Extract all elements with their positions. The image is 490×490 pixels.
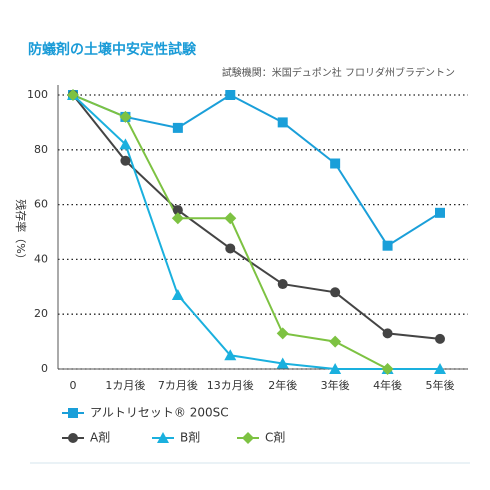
legend-marker <box>157 432 169 443</box>
data-point <box>224 349 237 361</box>
data-point <box>171 212 184 225</box>
legend-marker <box>242 432 254 444</box>
data-point <box>277 279 288 290</box>
data-point <box>276 357 289 369</box>
legend-marker <box>68 408 78 418</box>
chart-subtitle: 試験機関：米国デュポン社 フロリダ州ブラデントン <box>222 66 455 79</box>
data-point <box>172 122 183 133</box>
y-tick-label: 20 <box>34 307 48 320</box>
series-line <box>72 94 389 370</box>
data-point <box>172 205 183 216</box>
series-line <box>72 94 440 370</box>
data-point <box>434 363 446 374</box>
legend-label: B剤 <box>180 430 200 445</box>
legend-marker <box>68 433 78 443</box>
data-point <box>277 117 288 128</box>
y-axis-label: 残存率（%） <box>14 199 28 264</box>
data-point <box>435 207 445 218</box>
data-point <box>329 335 342 348</box>
x-tick-label: 5年後 <box>426 378 455 392</box>
legend-label: アルトリセット® 200SC <box>90 406 229 420</box>
data-point <box>171 289 184 301</box>
x-tick-label: 1カ月後 <box>105 378 145 392</box>
data-point <box>382 328 393 339</box>
data-point <box>120 155 131 166</box>
y-tick-label: 60 <box>34 198 48 211</box>
data-point <box>435 333 445 344</box>
x-tick-label: 7カ月後 <box>158 378 198 392</box>
data-point <box>329 363 342 374</box>
series-line <box>72 93 441 248</box>
y-tick-label: 0 <box>41 362 48 375</box>
x-tick-label: 2年後 <box>268 378 297 392</box>
data-point <box>119 138 132 150</box>
series-line <box>72 94 441 340</box>
data-point <box>225 243 236 254</box>
data-point <box>381 363 394 375</box>
data-point <box>382 240 393 251</box>
x-tick-label: 0 <box>70 379 77 392</box>
data-point <box>330 158 341 169</box>
data-point <box>224 212 237 225</box>
y-tick-label: 80 <box>34 143 48 156</box>
data-point <box>67 89 79 101</box>
y-tick-label: 100 <box>27 88 48 101</box>
legend-label: C剤 <box>265 430 285 445</box>
legend-label: A剤 <box>90 430 110 445</box>
data-point <box>330 287 341 298</box>
chart-title: 防蟻剤の土壌中安定性試験 <box>28 41 197 58</box>
data-point <box>276 327 289 340</box>
x-tick-label: 4年後 <box>373 378 402 392</box>
data-point <box>119 110 132 123</box>
y-tick-label: 40 <box>34 252 48 265</box>
x-tick-label: 3年後 <box>321 378 350 392</box>
data-point <box>225 90 236 100</box>
x-tick-label: 13カ月後 <box>207 378 254 392</box>
